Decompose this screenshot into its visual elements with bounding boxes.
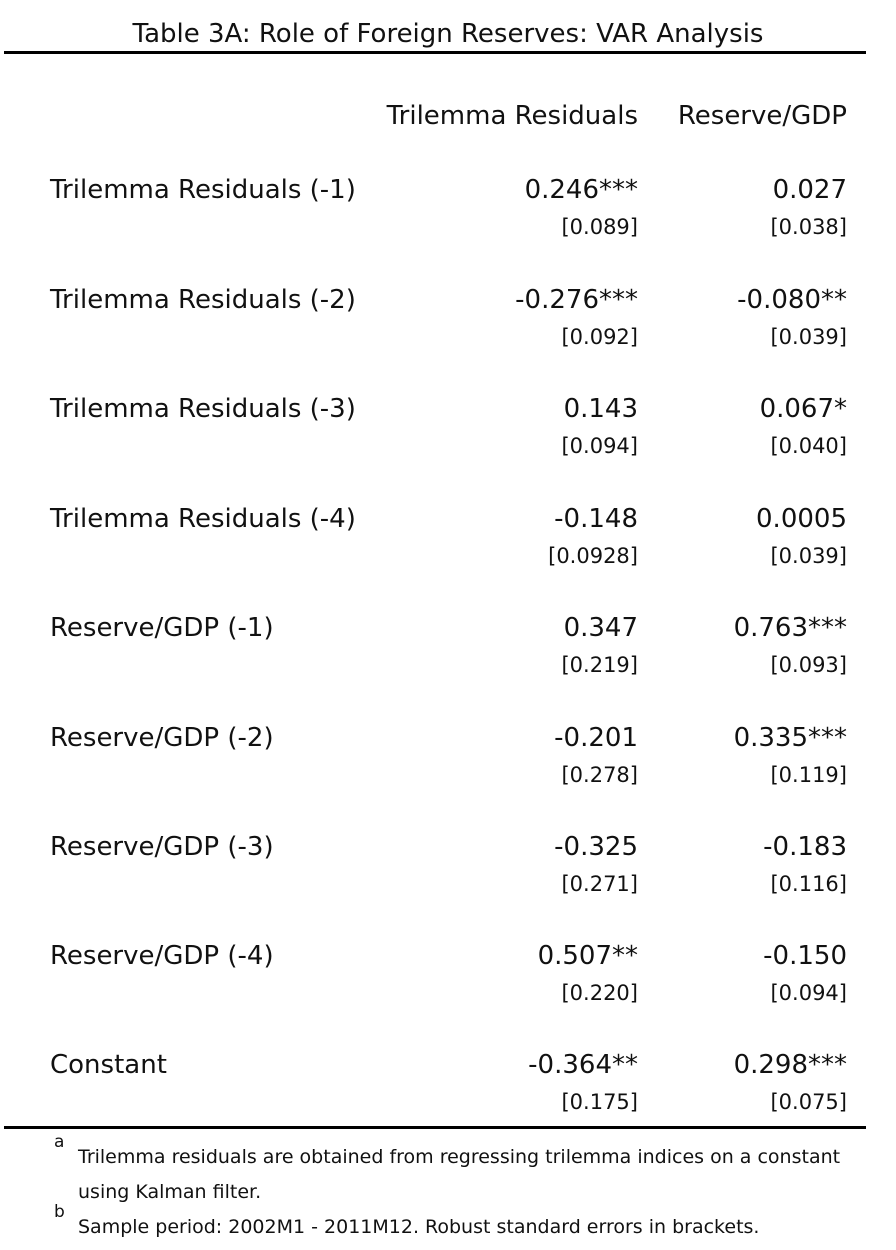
coefficient-trilemma: -0.276*** [515,285,638,315]
coefficient-reserve: 0.027 [772,175,847,205]
table-title: Table 3A: Role of Foreign Reserves: VAR … [132,19,764,49]
standard-error-trilemma: [0.175] [561,1090,638,1114]
standard-error-reserve: [0.040] [770,434,847,458]
coefficient-reserve: 0.298*** [733,1050,847,1080]
standard-error-trilemma: [0.219] [561,653,638,677]
row-label: Reserve/GDP (-1) [50,613,274,643]
coefficient-trilemma: -0.325 [554,832,638,862]
standard-error-trilemma: [0.094] [561,434,638,458]
standard-error-trilemma: [0.271] [561,872,638,896]
row-label: Trilemma Residuals (-1) [50,175,356,205]
footnote-b: b Sample period: 2002M1 - 2011M12. Robus… [54,1202,884,1245]
standard-error-trilemma: [0.278] [561,763,638,787]
standard-error-trilemma: [0.0928] [548,544,638,568]
coefficient-reserve: 0.067* [759,394,847,424]
coefficient-trilemma: 0.347 [563,613,638,643]
standard-error-trilemma: [0.092] [561,325,638,349]
bottom-rule [4,1126,866,1129]
coefficient-trilemma: 0.143 [563,394,638,424]
top-rule [4,51,866,54]
table-row: Reserve/GDP (-2) -0.201 0.335*** [0.278]… [0,718,896,808]
coefficient-reserve: -0.080** [737,285,847,315]
table-row: Reserve/GDP (-3) -0.325 -0.183 [0.271] [… [0,827,896,917]
table-notes: a Trilemma residuals are obtained from r… [54,1132,884,1245]
coefficient-reserve: 0.335*** [733,723,847,753]
row-label: Reserve/GDP (-3) [50,832,274,862]
table-row: Reserve/GDP (-4) 0.507** -0.150 [0.220] … [0,936,896,1026]
standard-error-reserve: [0.094] [770,981,847,1005]
coefficient-trilemma: 0.507** [537,941,638,971]
table-row: Trilemma Residuals (-2) -0.276*** -0.080… [0,280,896,370]
standard-error-reserve: [0.039] [770,325,847,349]
footnote-text: Trilemma residuals are obtained from reg… [78,1146,841,1203]
column-header-reserve-gdp: Reserve/GDP [677,101,847,131]
standard-error-reserve: [0.119] [770,763,847,787]
standard-error-reserve: [0.075] [770,1090,847,1114]
coefficient-trilemma: 0.246*** [524,175,638,205]
table-row: Trilemma Residuals (-4) -0.148 0.0005 [0… [0,499,896,589]
coefficient-reserve: 0.763*** [733,613,847,643]
table-row: Constant -0.364** 0.298*** [0.175] [0.07… [0,1045,896,1135]
row-label: Trilemma Residuals (-2) [50,285,356,315]
row-label: Reserve/GDP (-2) [50,723,274,753]
standard-error-reserve: [0.116] [770,872,847,896]
coefficient-trilemma: -0.148 [554,504,638,534]
footnote-a: a Trilemma residuals are obtained from r… [54,1132,884,1210]
coefficient-reserve: -0.183 [763,832,847,862]
coefficient-reserve: 0.0005 [756,504,847,534]
footnote-marker: a [54,1132,65,1152]
table-row: Reserve/GDP (-1) 0.347 0.763*** [0.219] … [0,608,896,698]
row-label: Trilemma Residuals (-3) [50,394,356,424]
standard-error-trilemma: [0.089] [561,215,638,239]
coefficient-trilemma: -0.201 [554,723,638,753]
column-header-trilemma-residuals: Trilemma Residuals [386,101,638,131]
standard-error-reserve: [0.093] [770,653,847,677]
row-label: Reserve/GDP (-4) [50,941,274,971]
table-row: Trilemma Residuals (-3) 0.143 0.067* [0.… [0,389,896,479]
row-label: Trilemma Residuals (-4) [50,504,356,534]
coefficient-reserve: -0.150 [763,941,847,971]
standard-error-reserve: [0.038] [770,215,847,239]
standard-error-trilemma: [0.220] [561,981,638,1005]
standard-error-reserve: [0.039] [770,544,847,568]
coefficient-trilemma: -0.364** [528,1050,638,1080]
footnote-marker: b [54,1202,65,1222]
footnote-text: Sample period: 2002M1 - 2011M12. Robust … [78,1216,760,1238]
table-row: Trilemma Residuals (-1) 0.246*** 0.027 [… [0,170,896,260]
row-label: Constant [50,1050,167,1080]
